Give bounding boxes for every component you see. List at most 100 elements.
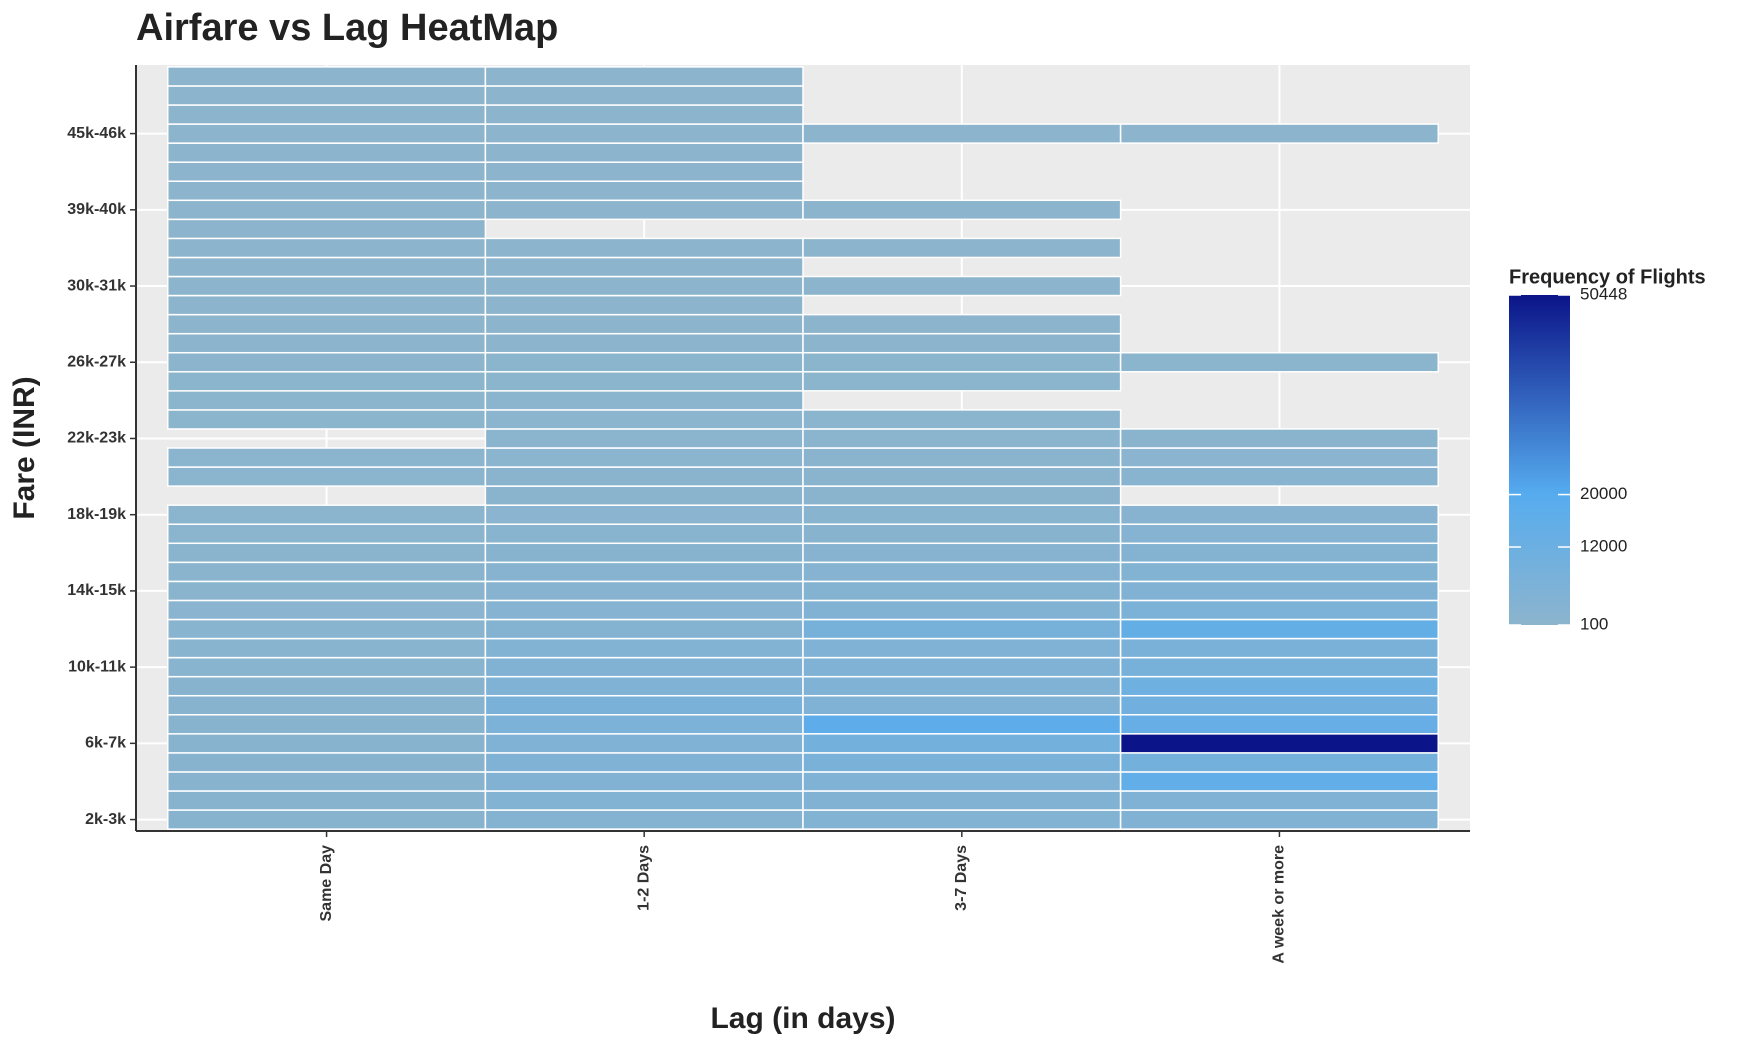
heat-cell <box>167 313 487 335</box>
heat-cell <box>802 447 1122 468</box>
heat-cell <box>1119 618 1439 640</box>
heat-cell <box>484 656 804 678</box>
heat-cell <box>484 237 804 259</box>
heat-cell <box>167 809 487 830</box>
heat-cell <box>1119 637 1439 659</box>
heat-cell <box>802 332 1122 354</box>
heat-cell <box>484 714 804 735</box>
heat-cell <box>484 618 804 640</box>
heat-cell <box>167 733 487 754</box>
heat-cell <box>802 656 1122 678</box>
heat-cell <box>484 580 804 602</box>
heat-cell <box>802 371 1122 392</box>
legend-title: Frequency of Flights <box>1509 266 1706 288</box>
heat-cell <box>1119 428 1439 449</box>
heat-cell <box>484 599 804 621</box>
heat-cell <box>802 694 1122 716</box>
y-axis-title: Fare (INR) <box>8 376 41 519</box>
heat-cell <box>1119 580 1439 602</box>
x-axis-title: Lag (in days) <box>710 1002 895 1035</box>
x-tick-label: 1-2 Days <box>635 845 652 911</box>
heat-cell <box>167 237 487 259</box>
heat-cell <box>484 561 804 583</box>
heat-cell <box>802 637 1122 659</box>
heat-cell <box>802 809 1122 830</box>
heat-cell <box>484 371 804 392</box>
heat-cell <box>484 809 804 830</box>
heat-cell <box>1119 752 1439 773</box>
heat-cell <box>167 504 487 525</box>
y-tick-label: 6k-7k <box>85 735 126 752</box>
heat-cell <box>167 390 487 411</box>
heat-cell <box>484 504 804 525</box>
heat-cell <box>167 180 487 202</box>
heat-cell <box>802 351 1122 373</box>
heat-cell <box>802 485 1122 506</box>
heat-cell <box>802 733 1122 754</box>
y-tick-label: 18k-19k <box>67 506 126 523</box>
heat-cell <box>484 637 804 659</box>
heat-cell <box>1119 447 1439 468</box>
heat-cell <box>484 85 804 106</box>
heat-cell <box>802 428 1122 449</box>
heat-cell <box>802 313 1122 335</box>
heat-cell <box>484 275 804 297</box>
heat-cell <box>167 694 487 716</box>
y-tick-label: 45k-46k <box>67 125 126 142</box>
heat-cell <box>167 447 487 468</box>
heat-cell <box>802 237 1122 259</box>
heat-cell <box>167 85 487 106</box>
heat-cell <box>1119 561 1439 583</box>
heat-cell <box>167 161 487 182</box>
heat-cell <box>802 675 1122 697</box>
heat-cell <box>167 771 487 792</box>
heat-cell <box>802 771 1122 792</box>
heat-cell <box>484 256 804 278</box>
heat-cell <box>1119 542 1439 564</box>
heat-cell <box>484 332 804 354</box>
x-tick-label: A week or more <box>1271 845 1288 964</box>
heat-cell <box>167 294 487 316</box>
heat-cell <box>484 752 804 773</box>
heat-cell <box>1119 599 1439 621</box>
heat-cell <box>167 104 487 125</box>
heat-cell <box>1119 466 1439 487</box>
heat-cell <box>484 447 804 468</box>
heat-cell <box>167 675 487 697</box>
heat-cell <box>484 351 804 373</box>
heat-cell <box>802 790 1122 811</box>
heat-cell <box>484 390 804 411</box>
heat-cell <box>484 294 804 316</box>
heat-cell <box>1119 771 1439 792</box>
colorbar-tick-label: 50448 <box>1580 284 1627 303</box>
heat-cell <box>1119 714 1439 735</box>
x-tick-label: 3-7 Days <box>953 845 970 911</box>
heat-cell <box>484 313 804 335</box>
colorbar-tick-label: 12000 <box>1580 536 1627 555</box>
heat-cell <box>167 332 487 354</box>
heat-cell <box>484 142 804 163</box>
heat-cell <box>1119 504 1439 525</box>
y-tick-label: 30k-31k <box>67 277 126 294</box>
heat-cell <box>1119 123 1439 144</box>
heat-cell <box>167 466 487 487</box>
colorbar <box>1509 295 1570 625</box>
heat-cell <box>484 180 804 202</box>
heat-cell <box>167 351 487 373</box>
heat-cell <box>484 675 804 697</box>
heat-cell <box>167 599 487 621</box>
heat-cell <box>167 218 487 240</box>
heat-cell <box>484 466 804 487</box>
y-tick-label: 2k-3k <box>85 811 126 828</box>
heat-cell <box>1119 809 1439 830</box>
heat-cell <box>802 123 1122 144</box>
heat-cell <box>1119 790 1439 811</box>
heat-cell <box>802 409 1122 430</box>
heat-cell <box>167 714 487 735</box>
heat-cell <box>167 752 487 773</box>
heat-cell <box>167 618 487 640</box>
heat-cell <box>167 256 487 278</box>
y-tick-label: 14k-15k <box>67 582 126 599</box>
heat-cell <box>484 485 804 506</box>
